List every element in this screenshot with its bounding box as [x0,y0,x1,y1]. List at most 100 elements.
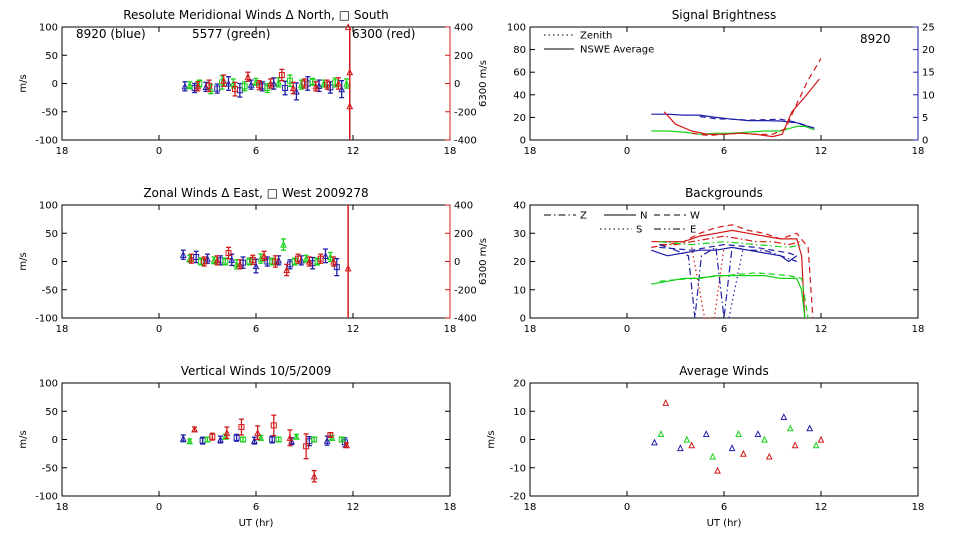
y-tick-label: 50 [45,229,58,240]
data-point-triangle [761,435,768,443]
y-tick-label: 30 [513,229,526,240]
data-point-triangle [688,441,696,449]
x-tick-label: 18 [444,324,457,335]
x-tick-label: 18 [912,502,925,513]
data-point-triangle [714,466,721,474]
data-point-triangle [735,430,742,437]
y2-tick-label: 200 [454,229,473,240]
y2-tick-label: 10 [922,90,935,101]
series-line [659,241,802,249]
data-point-square [238,424,245,431]
data-point-square [209,433,216,440]
y-tick-label: 40 [513,90,526,101]
data-point-triangle [806,424,814,432]
y-tick-label: -20 [510,492,526,503]
data-point-triangle [817,435,825,443]
legend-entry: NSWE Average [580,45,654,56]
data-point-triangle [254,429,262,436]
series-line [659,272,809,319]
data-point-triangle [283,266,291,274]
data-point-square [225,250,232,257]
red-outlier-point [344,23,352,31]
x-tick-label: 6 [721,324,727,335]
chart-title: Average Winds [679,364,769,378]
data-point-square [246,258,253,265]
data-point-triangle [280,240,287,248]
data-point-triangle [662,399,670,406]
y-tick-label: 10 [513,407,526,418]
y-tick-label: -10 [510,463,526,474]
y-tick-label: -100 [35,136,58,147]
data-point-square [317,255,324,262]
x-tick-label: 18 [524,146,537,157]
data-point-triangle [194,82,202,90]
y2-tick-label: 400 [454,23,473,34]
data-point-square [327,431,334,438]
x-axis-label: UT (hr) [707,518,742,529]
y-tick-label: 40 [513,201,526,212]
y-axis-label: m/s [18,74,29,92]
vertical-winds-panel: Vertical Winds 10/5/2009 18 0 6 12 18 100 50 0 -5… [18,364,456,529]
data-point-triangle [179,251,187,258]
x-tick-label: 18 [524,324,537,335]
data-point-square [269,258,276,265]
legend-entry: S [636,225,642,236]
data-point-triangle [754,430,762,437]
y-tick-label: -100 [35,492,58,503]
y-tick-label: 50 [45,51,58,62]
y-axis-label: m/s [18,430,29,448]
plot-frame [529,204,919,319]
data-point-triangle [312,82,320,90]
average-winds-panel: Average Winds 18 0 6 12 18 20 10 0 -10 -20 m/s UT (h… [486,364,924,529]
x-tick-label: 18 [912,324,925,335]
x-tick-label: 6 [253,502,259,513]
data-point-triangle [289,84,297,92]
x-tick-label: 12 [347,324,360,335]
legend-entry: 6300 (red) [352,27,415,41]
y-tick-label: 0 [520,314,526,325]
y2-tick-label: -200 [454,285,477,296]
y-tick-label: 10 [513,285,526,296]
x-axis-label: UT (hr) [239,518,274,529]
data-point-square [338,436,345,443]
data-point-triangle [275,78,283,86]
data-point-square [269,436,276,443]
x-tick-label: 12 [815,146,828,157]
red-outlier-point [346,102,354,110]
y-tick-label: -100 [35,314,58,325]
x-tick-label: 12 [815,502,828,513]
data-point-triangle [330,257,338,265]
legend-entry: Zenith [580,31,612,42]
y-tick-label: 60 [513,68,526,79]
x-tick-label: 0 [156,146,162,157]
y-tick-label: 20 [513,379,526,390]
data-point-triangle [233,260,241,268]
x-tick-label: 18 [444,502,457,513]
data-point-square [301,80,308,87]
data-point-triangle [213,256,221,264]
chart-title: Signal Brightness [672,8,777,22]
data-point-square [193,253,200,260]
data-point-triangle [191,425,198,433]
y-tick-label: 80 [513,45,526,56]
data-point-triangle [702,430,710,437]
data-point-triangle [302,254,310,262]
y-tick-label: -50 [42,107,58,118]
plot-frame [529,382,919,497]
x-tick-label: 6 [253,324,259,335]
data-point-triangle [728,444,736,452]
y-axis-label: m/s [486,430,497,448]
data-point-triangle [786,424,794,432]
data-point-square [241,83,248,90]
data-point-triangle [335,79,342,87]
x-tick-label: 0 [624,324,630,335]
data-point-triangle [223,429,231,436]
x-tick-label: 6 [721,146,727,157]
data-point-triangle [651,438,658,446]
data-point-triangle [739,449,747,457]
data-point-square [333,264,340,271]
x-tick-label: 12 [347,502,360,513]
